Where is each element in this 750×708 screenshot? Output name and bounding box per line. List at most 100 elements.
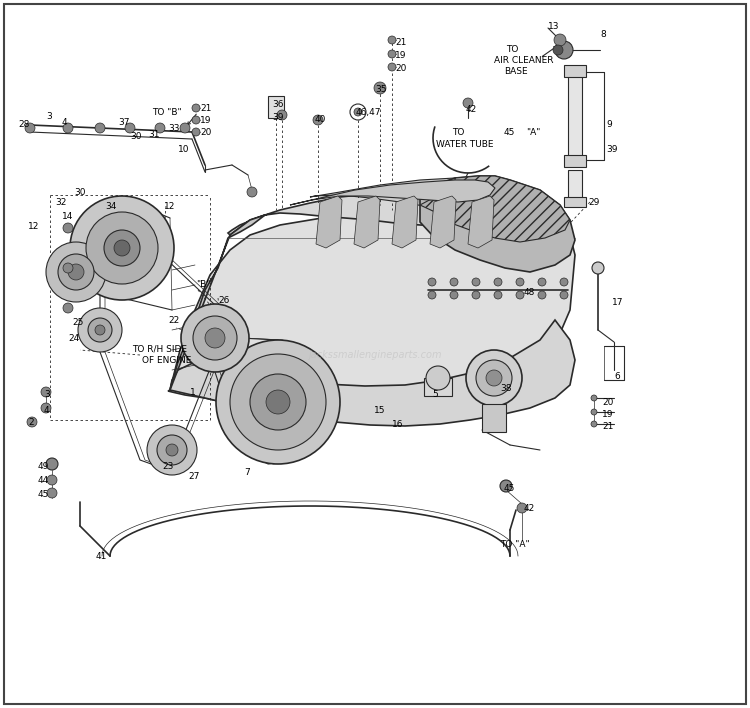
Text: 45: 45 — [38, 490, 50, 499]
Text: 22: 22 — [168, 316, 179, 325]
Text: 23: 23 — [162, 462, 173, 471]
Text: 31: 31 — [148, 130, 160, 139]
Circle shape — [494, 291, 502, 299]
Text: 20: 20 — [602, 398, 613, 407]
Polygon shape — [420, 176, 575, 272]
Circle shape — [157, 435, 187, 465]
Text: 19: 19 — [200, 116, 211, 125]
Text: 48: 48 — [524, 288, 536, 297]
Circle shape — [472, 291, 480, 299]
Circle shape — [388, 50, 396, 58]
Circle shape — [517, 503, 527, 513]
Circle shape — [63, 223, 73, 233]
Text: 20: 20 — [395, 64, 406, 73]
Circle shape — [192, 116, 200, 124]
Text: 3: 3 — [44, 390, 50, 399]
Text: 21: 21 — [602, 422, 613, 431]
Circle shape — [193, 316, 237, 360]
Text: 7: 7 — [244, 468, 250, 477]
Text: 29: 29 — [588, 198, 599, 207]
Circle shape — [277, 110, 287, 120]
Polygon shape — [468, 196, 494, 248]
Circle shape — [46, 458, 58, 470]
Circle shape — [155, 123, 165, 133]
Bar — [424, 378, 452, 396]
Text: 24: 24 — [68, 334, 80, 343]
Polygon shape — [430, 196, 456, 248]
Circle shape — [466, 350, 522, 406]
Text: jackssmallengineparts.com: jackssmallengineparts.com — [308, 350, 442, 360]
Circle shape — [472, 278, 480, 286]
Circle shape — [538, 278, 546, 286]
Text: 30: 30 — [74, 188, 86, 197]
Circle shape — [500, 480, 512, 492]
Circle shape — [250, 374, 306, 430]
Circle shape — [95, 325, 105, 335]
Circle shape — [486, 370, 502, 386]
Text: 5: 5 — [432, 390, 438, 399]
Circle shape — [450, 291, 458, 299]
Text: OF ENGINE: OF ENGINE — [142, 356, 191, 365]
Text: 20: 20 — [200, 128, 211, 137]
Polygon shape — [354, 196, 380, 248]
Circle shape — [216, 340, 340, 464]
Polygon shape — [170, 215, 265, 390]
Circle shape — [166, 444, 178, 456]
Text: 38: 38 — [500, 384, 512, 393]
Circle shape — [554, 34, 566, 46]
Text: 30: 30 — [130, 132, 142, 141]
Text: TO R/H SIDE: TO R/H SIDE — [132, 344, 187, 353]
Circle shape — [247, 187, 257, 197]
Circle shape — [388, 36, 396, 44]
Text: 12: 12 — [164, 202, 176, 211]
Circle shape — [553, 45, 563, 55]
Circle shape — [78, 308, 122, 352]
Circle shape — [58, 254, 94, 290]
Polygon shape — [310, 177, 510, 212]
Circle shape — [47, 488, 57, 498]
Circle shape — [591, 409, 597, 415]
Circle shape — [114, 240, 130, 256]
Circle shape — [95, 123, 105, 133]
Circle shape — [476, 360, 512, 396]
Text: 45: 45 — [504, 484, 515, 493]
Bar — [268, 96, 284, 118]
Circle shape — [426, 366, 450, 390]
Circle shape — [147, 425, 197, 475]
Bar — [568, 170, 582, 200]
Text: 8: 8 — [600, 30, 606, 39]
Circle shape — [494, 278, 502, 286]
Text: TO "A": TO "A" — [500, 540, 530, 549]
Text: 45: 45 — [504, 128, 515, 137]
Circle shape — [428, 278, 436, 286]
Text: 16: 16 — [392, 420, 404, 429]
Text: 37: 37 — [118, 118, 130, 127]
Text: 36: 36 — [272, 100, 284, 109]
Text: 42: 42 — [524, 504, 536, 513]
Text: TO: TO — [452, 128, 464, 137]
Text: 3: 3 — [46, 112, 52, 121]
Circle shape — [538, 291, 546, 299]
Circle shape — [463, 98, 473, 108]
Polygon shape — [290, 180, 495, 205]
Text: 25: 25 — [72, 318, 83, 327]
Text: 21: 21 — [395, 38, 406, 47]
Circle shape — [181, 304, 249, 372]
Circle shape — [68, 264, 84, 280]
Text: 4: 4 — [44, 406, 50, 415]
Circle shape — [205, 328, 225, 348]
Text: 19: 19 — [602, 410, 613, 419]
Circle shape — [41, 403, 51, 413]
Text: 40: 40 — [315, 115, 326, 124]
Text: 42: 42 — [466, 105, 477, 114]
Text: 34: 34 — [105, 202, 116, 211]
Text: 9: 9 — [606, 120, 612, 129]
Circle shape — [88, 318, 112, 342]
Circle shape — [63, 263, 73, 273]
Circle shape — [516, 291, 524, 299]
Circle shape — [592, 262, 604, 274]
Circle shape — [591, 395, 597, 401]
Text: 4: 4 — [62, 118, 68, 127]
Circle shape — [41, 387, 51, 397]
Circle shape — [450, 278, 458, 286]
